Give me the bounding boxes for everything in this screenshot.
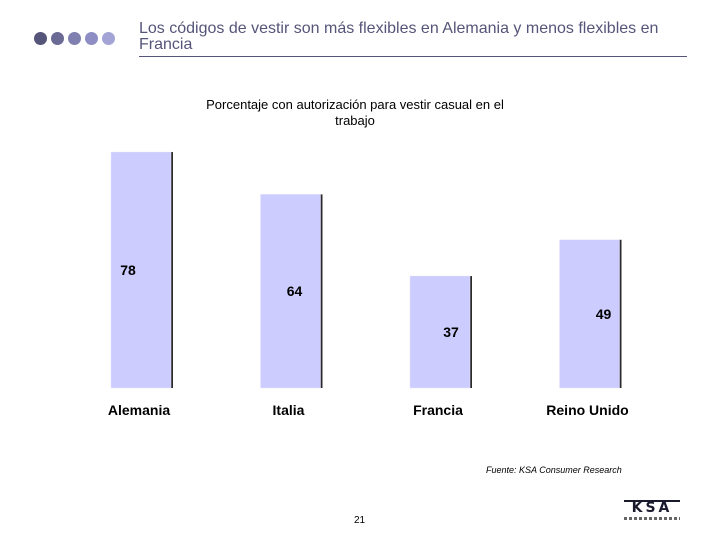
bar-reino-unido [559,239,620,389]
slide-title: Los códigos de vestir son más flexibles … [139,20,659,53]
bar-francia [409,275,471,389]
category-label: Francia [413,402,463,418]
category-label: Alemania [108,402,170,418]
data-label: 64 [287,283,303,299]
page-number: 21 [354,515,366,526]
decorative-dot [85,32,98,45]
decorative-dot [102,32,115,45]
data-label: 37 [443,324,459,340]
data-label: 78 [120,262,136,278]
category-label: Reino Unido [546,402,628,418]
source-note: Fuente: KSA Consumer Research [486,465,622,475]
title-divider [139,56,687,57]
chart-title: Porcentaje con autorización para vestir … [206,97,504,128]
category-label: Italia [273,402,305,418]
data-label: 49 [596,306,612,322]
decorative-dot [34,32,47,45]
decorative-dots [34,32,124,48]
bar-italia [260,194,321,389]
bar-alemania [110,151,172,389]
decorative-dot [68,32,81,45]
logo-text: KSA [631,500,673,516]
company-logo: KSA [622,500,682,526]
decorative-dot [51,32,64,45]
